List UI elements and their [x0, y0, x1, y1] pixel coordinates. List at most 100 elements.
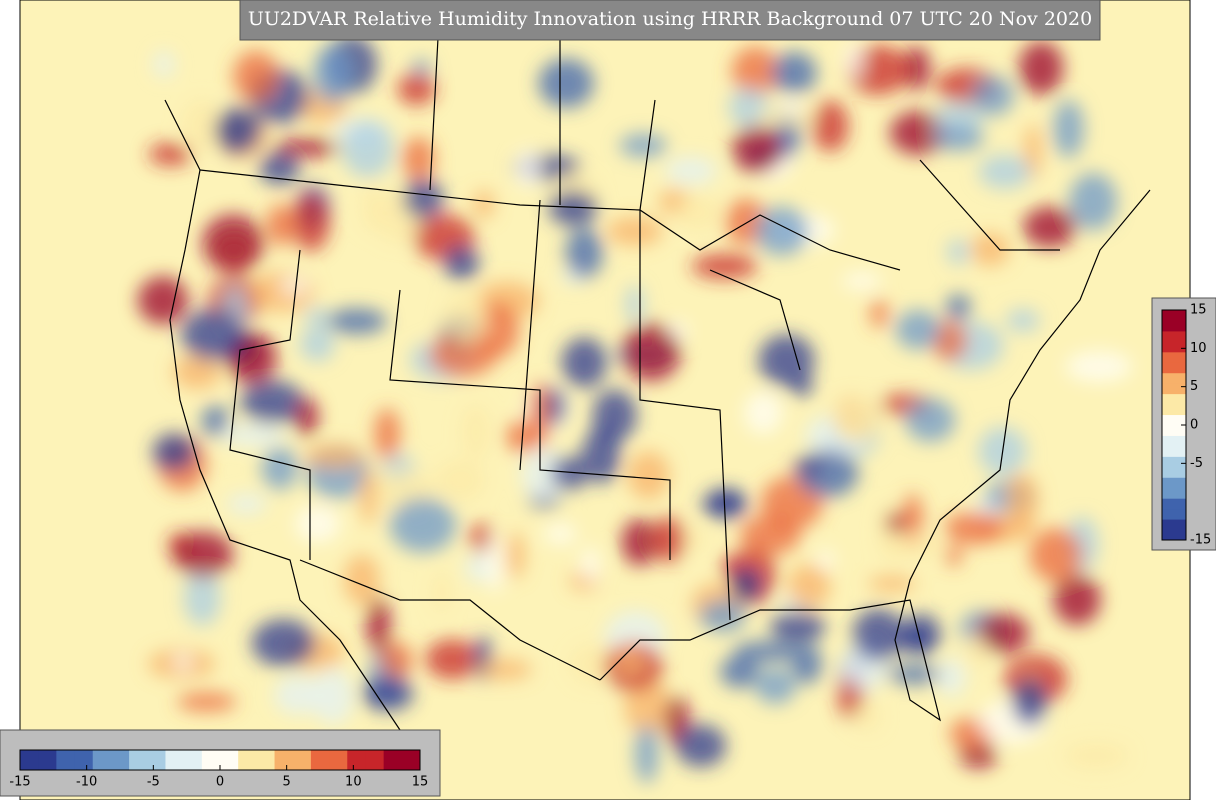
- field-blob: [148, 142, 193, 166]
- field-blob: [1064, 743, 1129, 769]
- field-blob: [304, 443, 365, 469]
- colorbar-tick-label: 0: [216, 775, 224, 790]
- field-blob: [699, 599, 747, 633]
- field-blob: [183, 569, 221, 626]
- field-blob: [881, 533, 944, 557]
- field-blob: [486, 535, 504, 594]
- colorbar-segment: [1162, 529, 1186, 541]
- field-blob: [295, 504, 341, 543]
- field-blob: [550, 455, 588, 491]
- colorbar-tick-label: 10: [1190, 341, 1207, 356]
- field-blob: [731, 46, 779, 96]
- colorbar-segment: [165, 750, 185, 770]
- field-blob: [506, 532, 525, 579]
- field-blob: [614, 644, 646, 677]
- field-blob: [311, 668, 354, 725]
- field-blob: [619, 133, 667, 158]
- field-blob: [1004, 473, 1039, 529]
- colorbar-segment: [383, 750, 403, 770]
- field-blob: [294, 397, 319, 437]
- field-blob: [470, 523, 493, 553]
- field-blob: [435, 459, 485, 501]
- field-blob: [903, 45, 931, 91]
- colorbar-segment: [274, 750, 294, 770]
- field-blob: [780, 97, 802, 116]
- field-blob: [832, 397, 885, 444]
- field-blob: [1029, 527, 1083, 582]
- field-blob: [226, 493, 267, 515]
- colorbar-tick-label: 15: [412, 775, 429, 790]
- field-blob: [366, 596, 391, 654]
- colorbar-segment: [310, 750, 330, 770]
- field-blob: [280, 276, 309, 296]
- colorbar-segment: [401, 750, 421, 770]
- field-blob: [303, 307, 331, 326]
- field-blob: [389, 497, 457, 553]
- colorbar-tick-label: -5: [1190, 456, 1203, 471]
- field-blob: [944, 511, 1005, 545]
- field-blob: [868, 575, 916, 592]
- field-blob: [731, 125, 784, 173]
- field-blob: [181, 308, 245, 362]
- field-blob: [326, 308, 387, 335]
- northern-border: [199, 169, 901, 271]
- field-blob: [411, 59, 432, 76]
- field-blob: [621, 322, 681, 382]
- field-blob: [461, 404, 491, 461]
- field-blob: [1012, 678, 1048, 726]
- field-blob: [432, 571, 451, 613]
- field-blob: [429, 333, 497, 377]
- field-blob: [625, 285, 644, 323]
- colorbar-segment: [365, 750, 385, 770]
- colorbar-tick-label: -5: [147, 775, 160, 790]
- field-blob: [675, 724, 727, 768]
- colorbar-segment: [38, 750, 57, 770]
- field-blob: [292, 192, 330, 252]
- field-blob: [758, 334, 815, 387]
- colorbar-segment: [129, 750, 148, 770]
- field-blob: [756, 108, 821, 125]
- field-blob: [901, 613, 941, 655]
- field-blob: [624, 678, 671, 735]
- field-blob: [933, 125, 984, 152]
- field-blob: [240, 380, 305, 425]
- colorbar-tick-label: -10: [76, 775, 97, 790]
- field-blob: [740, 515, 801, 555]
- field-blob: [1053, 573, 1101, 626]
- colorbar-segment: [1162, 393, 1186, 405]
- field-blob: [538, 58, 594, 108]
- southern-border: [299, 559, 601, 681]
- field-blob: [770, 609, 825, 644]
- colorbar-segment: [92, 750, 112, 770]
- innovation-field: [137, 35, 1133, 784]
- colorbar-segment: [1162, 372, 1186, 384]
- colorbar-segment: [256, 750, 276, 770]
- colorbar-segment: [1162, 404, 1186, 416]
- colorbar-segment: [201, 750, 221, 770]
- field-blob: [946, 294, 971, 321]
- colorbar-segment: [1162, 445, 1186, 457]
- field-blob: [974, 613, 1030, 654]
- field-blob: [675, 195, 722, 231]
- field-blob: [202, 214, 264, 273]
- colorbar-tick-label: 15: [1190, 303, 1207, 318]
- colorbar-segment: [1162, 487, 1186, 499]
- field-blob: [274, 138, 340, 157]
- colorbar-segment: [1162, 435, 1186, 447]
- field-blob: [561, 337, 608, 388]
- colorbar-tick-label: 5: [283, 775, 291, 790]
- field-blob: [730, 567, 762, 602]
- colorbar-segment: [329, 750, 348, 770]
- field-blob: [374, 408, 401, 461]
- field-blob: [796, 448, 859, 498]
- title-banner: [239, 0, 1101, 41]
- field-blob: [791, 643, 822, 684]
- colorbar-segment: [1162, 466, 1186, 478]
- field-blob: [581, 546, 600, 584]
- field-blob: [402, 137, 435, 181]
- colorbar-segment: [110, 750, 130, 770]
- field-blob: [886, 512, 905, 534]
- field-blob: [787, 564, 831, 609]
- field-blob: [744, 391, 783, 435]
- field-blob: [173, 653, 193, 672]
